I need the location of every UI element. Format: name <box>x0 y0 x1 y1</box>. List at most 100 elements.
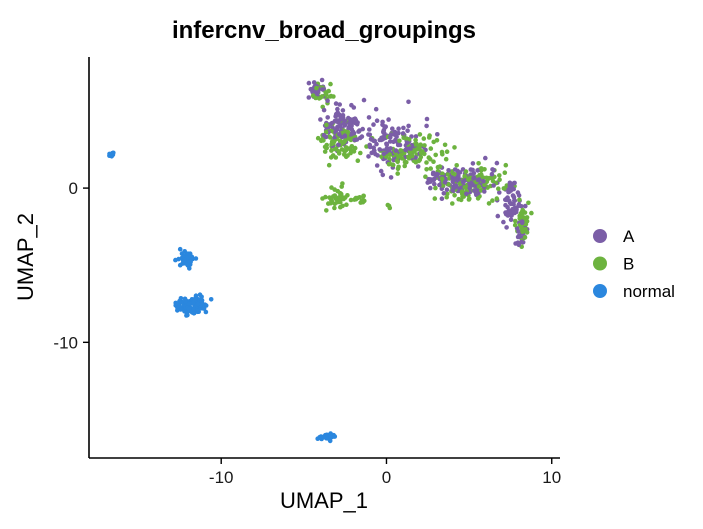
point-b <box>428 146 434 151</box>
point-a <box>381 151 387 157</box>
point-b <box>524 215 530 220</box>
point-a <box>366 132 371 137</box>
point-b <box>418 150 424 156</box>
point-a <box>361 97 367 103</box>
point-a <box>481 178 486 184</box>
point-a <box>332 118 338 124</box>
point-normal <box>182 309 187 314</box>
point-a <box>406 123 411 129</box>
point-a <box>321 107 327 113</box>
point-a <box>519 239 524 245</box>
point-b <box>432 196 438 201</box>
point-b <box>413 159 419 165</box>
point-b <box>452 172 457 177</box>
point-b <box>340 203 345 209</box>
point-a <box>503 202 508 208</box>
point-a <box>342 133 348 139</box>
point-b <box>522 235 528 240</box>
point-a <box>431 177 437 183</box>
point-a <box>482 189 487 194</box>
point-a <box>335 106 340 112</box>
point-a <box>439 196 445 201</box>
point-a <box>491 167 496 173</box>
point-b <box>336 149 341 154</box>
point-b <box>414 147 419 152</box>
point-a <box>386 117 391 122</box>
point-normal <box>191 306 196 312</box>
x-tick-label: 10 <box>542 468 561 487</box>
point-a <box>340 108 346 113</box>
point-b <box>424 160 429 165</box>
point-b <box>322 149 328 154</box>
point-normal <box>183 298 189 304</box>
point-b <box>431 139 437 145</box>
point-a <box>311 80 317 85</box>
point-a <box>374 118 380 123</box>
legend-label-normal: normal <box>623 282 675 301</box>
point-a <box>467 185 473 191</box>
point-a <box>339 114 344 120</box>
point-normal <box>187 253 193 259</box>
point-normal <box>175 308 180 313</box>
point-b <box>355 158 361 163</box>
legend-key-a <box>593 229 607 243</box>
point-a <box>373 106 379 112</box>
point-a <box>309 86 315 92</box>
point-a <box>442 179 448 185</box>
point-b <box>501 186 507 191</box>
x-tick-label: 0 <box>382 468 391 487</box>
point-b <box>475 196 481 201</box>
point-b <box>427 156 433 162</box>
point-a <box>387 139 393 144</box>
point-b <box>490 178 496 184</box>
point-b <box>458 197 464 203</box>
point-b <box>397 138 402 144</box>
point-b <box>323 194 328 200</box>
point-a <box>354 137 360 142</box>
point-b <box>343 154 349 160</box>
point-b <box>385 202 391 208</box>
point-b <box>406 154 411 160</box>
point-a <box>475 168 480 173</box>
point-normal <box>187 266 192 271</box>
point-normal <box>176 256 181 262</box>
point-b <box>423 174 428 179</box>
point-a <box>413 134 419 139</box>
point-normal <box>177 262 183 268</box>
point-b <box>386 161 392 167</box>
point-a <box>374 141 379 147</box>
point-a <box>434 171 440 177</box>
point-a <box>377 147 383 152</box>
point-a <box>516 242 522 248</box>
point-a <box>341 121 346 126</box>
point-a <box>379 137 384 142</box>
point-a <box>346 115 351 121</box>
point-normal <box>186 301 192 307</box>
point-a <box>430 171 436 177</box>
point-b <box>324 208 329 213</box>
point-b <box>402 163 408 169</box>
point-b <box>338 199 343 205</box>
point-a <box>441 191 447 196</box>
point-a <box>470 161 476 166</box>
point-normal <box>191 311 197 316</box>
point-b <box>439 176 445 181</box>
point-a <box>504 225 509 230</box>
point-b <box>417 157 423 162</box>
x-axis-label: UMAP_1 <box>280 488 368 513</box>
point-a <box>325 98 330 103</box>
point-a <box>306 80 312 86</box>
point-normal <box>177 246 183 252</box>
point-normal <box>203 309 209 315</box>
point-a <box>319 77 325 83</box>
point-b <box>353 195 359 201</box>
point-b <box>314 85 319 91</box>
point-b <box>496 186 501 191</box>
point-a <box>360 126 366 132</box>
point-a <box>494 160 500 166</box>
point-b <box>331 94 336 99</box>
point-a <box>405 128 410 133</box>
point-b <box>482 182 487 188</box>
point-b <box>387 152 393 157</box>
